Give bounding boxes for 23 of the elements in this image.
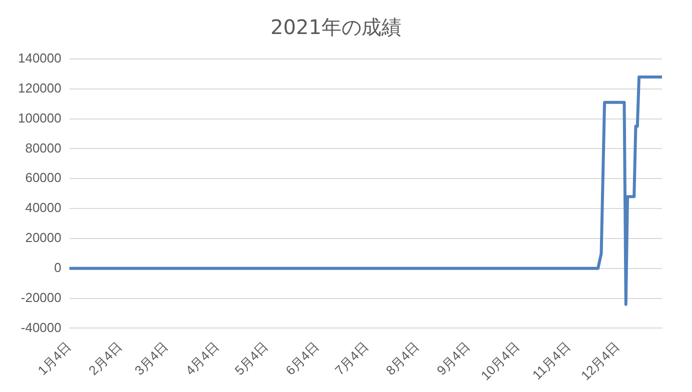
x-tick-label: 11月4日	[529, 338, 574, 382]
x-tick-label: 2月4日	[86, 338, 125, 378]
x-tick-label: 9月4日	[434, 338, 473, 378]
chart-title: 2021年の成績	[270, 15, 402, 40]
y-tick-label: -20000	[20, 290, 62, 305]
x-tick-label: 1月4日	[34, 338, 74, 378]
x-tick-label: 8月4日	[382, 338, 422, 378]
x-tick-label: 10月4日	[478, 338, 522, 384]
x-tick-label: 7月4日	[332, 338, 372, 378]
x-tick-label: 5月4日	[232, 338, 272, 378]
y-tick-label: 0	[54, 260, 62, 275]
x-tick-label: 6月4日	[282, 338, 322, 378]
x-tick-label: 4月4日	[182, 338, 222, 378]
y-tick-label: 140000	[18, 50, 62, 66]
y-tick-label: 100000	[18, 110, 62, 126]
y-tick-label: 80000	[25, 140, 62, 156]
y-tick-label: -40000	[20, 320, 62, 335]
x-tick-label: 12月4日	[578, 338, 622, 384]
y-tick-label: 20000	[25, 230, 62, 246]
y-tick-label: 120000	[18, 80, 62, 96]
x-tick-label: 3月4日	[132, 338, 171, 378]
y-tick-label: 40000	[25, 200, 62, 216]
y-tick-label: 60000	[25, 170, 62, 186]
